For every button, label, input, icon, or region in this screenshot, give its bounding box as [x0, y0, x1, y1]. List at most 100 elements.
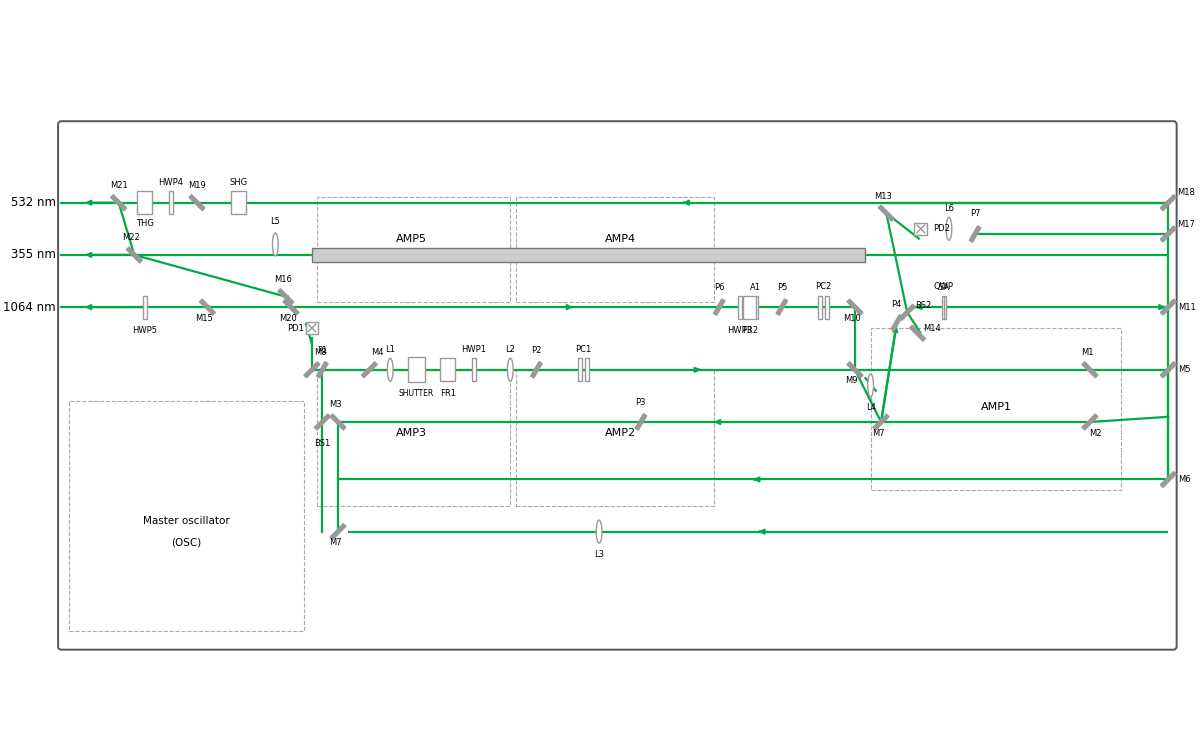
Text: PC2: PC2	[816, 283, 832, 292]
Text: P1: P1	[317, 346, 328, 355]
Text: THG: THG	[136, 220, 154, 229]
Text: M7: M7	[330, 538, 342, 548]
Text: M8: M8	[314, 348, 326, 357]
Text: M16: M16	[274, 275, 292, 284]
Polygon shape	[1160, 226, 1176, 242]
Text: M21: M21	[109, 182, 127, 190]
Text: SHUTTER: SHUTTER	[398, 388, 434, 398]
Text: P2: P2	[532, 346, 541, 355]
Text: HWP3: HWP3	[727, 326, 752, 335]
Polygon shape	[330, 414, 346, 430]
Bar	[516, 197, 714, 302]
Bar	[138, 191, 152, 214]
Bar	[169, 191, 173, 214]
Text: L3: L3	[594, 550, 604, 560]
Text: PD2: PD2	[934, 224, 950, 233]
Polygon shape	[1160, 362, 1176, 378]
Polygon shape	[970, 226, 980, 242]
Text: M19: M19	[188, 182, 206, 190]
Ellipse shape	[596, 520, 602, 543]
Ellipse shape	[868, 374, 874, 397]
Polygon shape	[530, 362, 542, 378]
Text: 355 nm: 355 nm	[11, 248, 56, 262]
Polygon shape	[1082, 362, 1098, 378]
Text: AMP2: AMP2	[605, 427, 636, 438]
Bar	[232, 191, 246, 214]
Text: AMP5: AMP5	[396, 235, 426, 244]
Bar	[317, 370, 510, 506]
Text: PC1: PC1	[575, 345, 592, 354]
Bar	[516, 370, 714, 506]
Text: P4: P4	[892, 300, 902, 309]
Bar	[914, 223, 928, 235]
Polygon shape	[361, 362, 377, 378]
Text: FR2: FR2	[743, 326, 758, 335]
Text: M22: M22	[122, 233, 140, 242]
Bar	[440, 358, 455, 381]
Polygon shape	[110, 195, 127, 211]
Bar	[738, 296, 742, 319]
Bar	[408, 357, 425, 382]
Bar	[818, 296, 822, 319]
Polygon shape	[199, 299, 216, 315]
Polygon shape	[847, 362, 863, 378]
Ellipse shape	[272, 233, 278, 256]
Text: M2: M2	[1088, 429, 1102, 438]
Bar	[472, 358, 476, 381]
Polygon shape	[878, 206, 894, 221]
Bar	[577, 358, 582, 381]
Text: L4: L4	[865, 404, 876, 412]
Polygon shape	[1160, 299, 1176, 315]
Text: HWP4: HWP4	[158, 178, 184, 187]
Text: HWP1: HWP1	[461, 345, 486, 354]
Bar	[143, 296, 146, 319]
Text: FR1: FR1	[439, 388, 456, 398]
Text: M11: M11	[1177, 302, 1195, 311]
Text: P3: P3	[636, 398, 646, 407]
Text: M15: M15	[196, 314, 214, 322]
Text: L6: L6	[944, 204, 954, 213]
Bar	[743, 296, 758, 319]
Text: PD1: PD1	[287, 323, 304, 332]
Polygon shape	[1082, 414, 1098, 430]
Text: AMP1: AMP1	[980, 401, 1012, 412]
Text: P6: P6	[714, 284, 725, 292]
Bar	[306, 322, 318, 334]
Ellipse shape	[508, 358, 514, 381]
Polygon shape	[899, 304, 916, 320]
Polygon shape	[314, 414, 330, 430]
Text: L5: L5	[270, 217, 281, 226]
Polygon shape	[330, 524, 346, 540]
Ellipse shape	[388, 358, 394, 381]
Bar	[871, 328, 1121, 490]
Polygon shape	[283, 299, 299, 315]
Polygon shape	[776, 299, 787, 315]
Bar	[312, 248, 865, 262]
Bar	[584, 358, 589, 381]
Text: BS2: BS2	[916, 302, 931, 310]
Bar	[317, 197, 510, 302]
Polygon shape	[910, 326, 925, 341]
Polygon shape	[1160, 472, 1176, 488]
Text: M9: M9	[846, 376, 858, 386]
Text: M5: M5	[1177, 365, 1190, 374]
Text: AMP3: AMP3	[396, 427, 426, 438]
Text: M13: M13	[875, 191, 892, 200]
Bar	[942, 296, 946, 319]
Polygon shape	[890, 314, 902, 331]
Text: M1: M1	[1081, 348, 1094, 357]
Polygon shape	[635, 414, 647, 430]
Text: P5: P5	[776, 284, 787, 292]
Text: Master oscillator: Master oscillator	[143, 517, 230, 526]
Text: M10: M10	[842, 314, 860, 322]
Text: P7: P7	[970, 209, 980, 218]
Text: M18: M18	[1177, 188, 1194, 197]
Text: BS1: BS1	[314, 439, 330, 448]
Text: SA: SA	[938, 284, 949, 292]
Polygon shape	[317, 362, 328, 378]
Polygon shape	[1160, 195, 1176, 211]
Text: L2: L2	[505, 345, 515, 354]
Text: (OSC): (OSC)	[172, 537, 202, 548]
Text: M20: M20	[278, 314, 296, 322]
Text: 532 nm: 532 nm	[11, 196, 56, 209]
